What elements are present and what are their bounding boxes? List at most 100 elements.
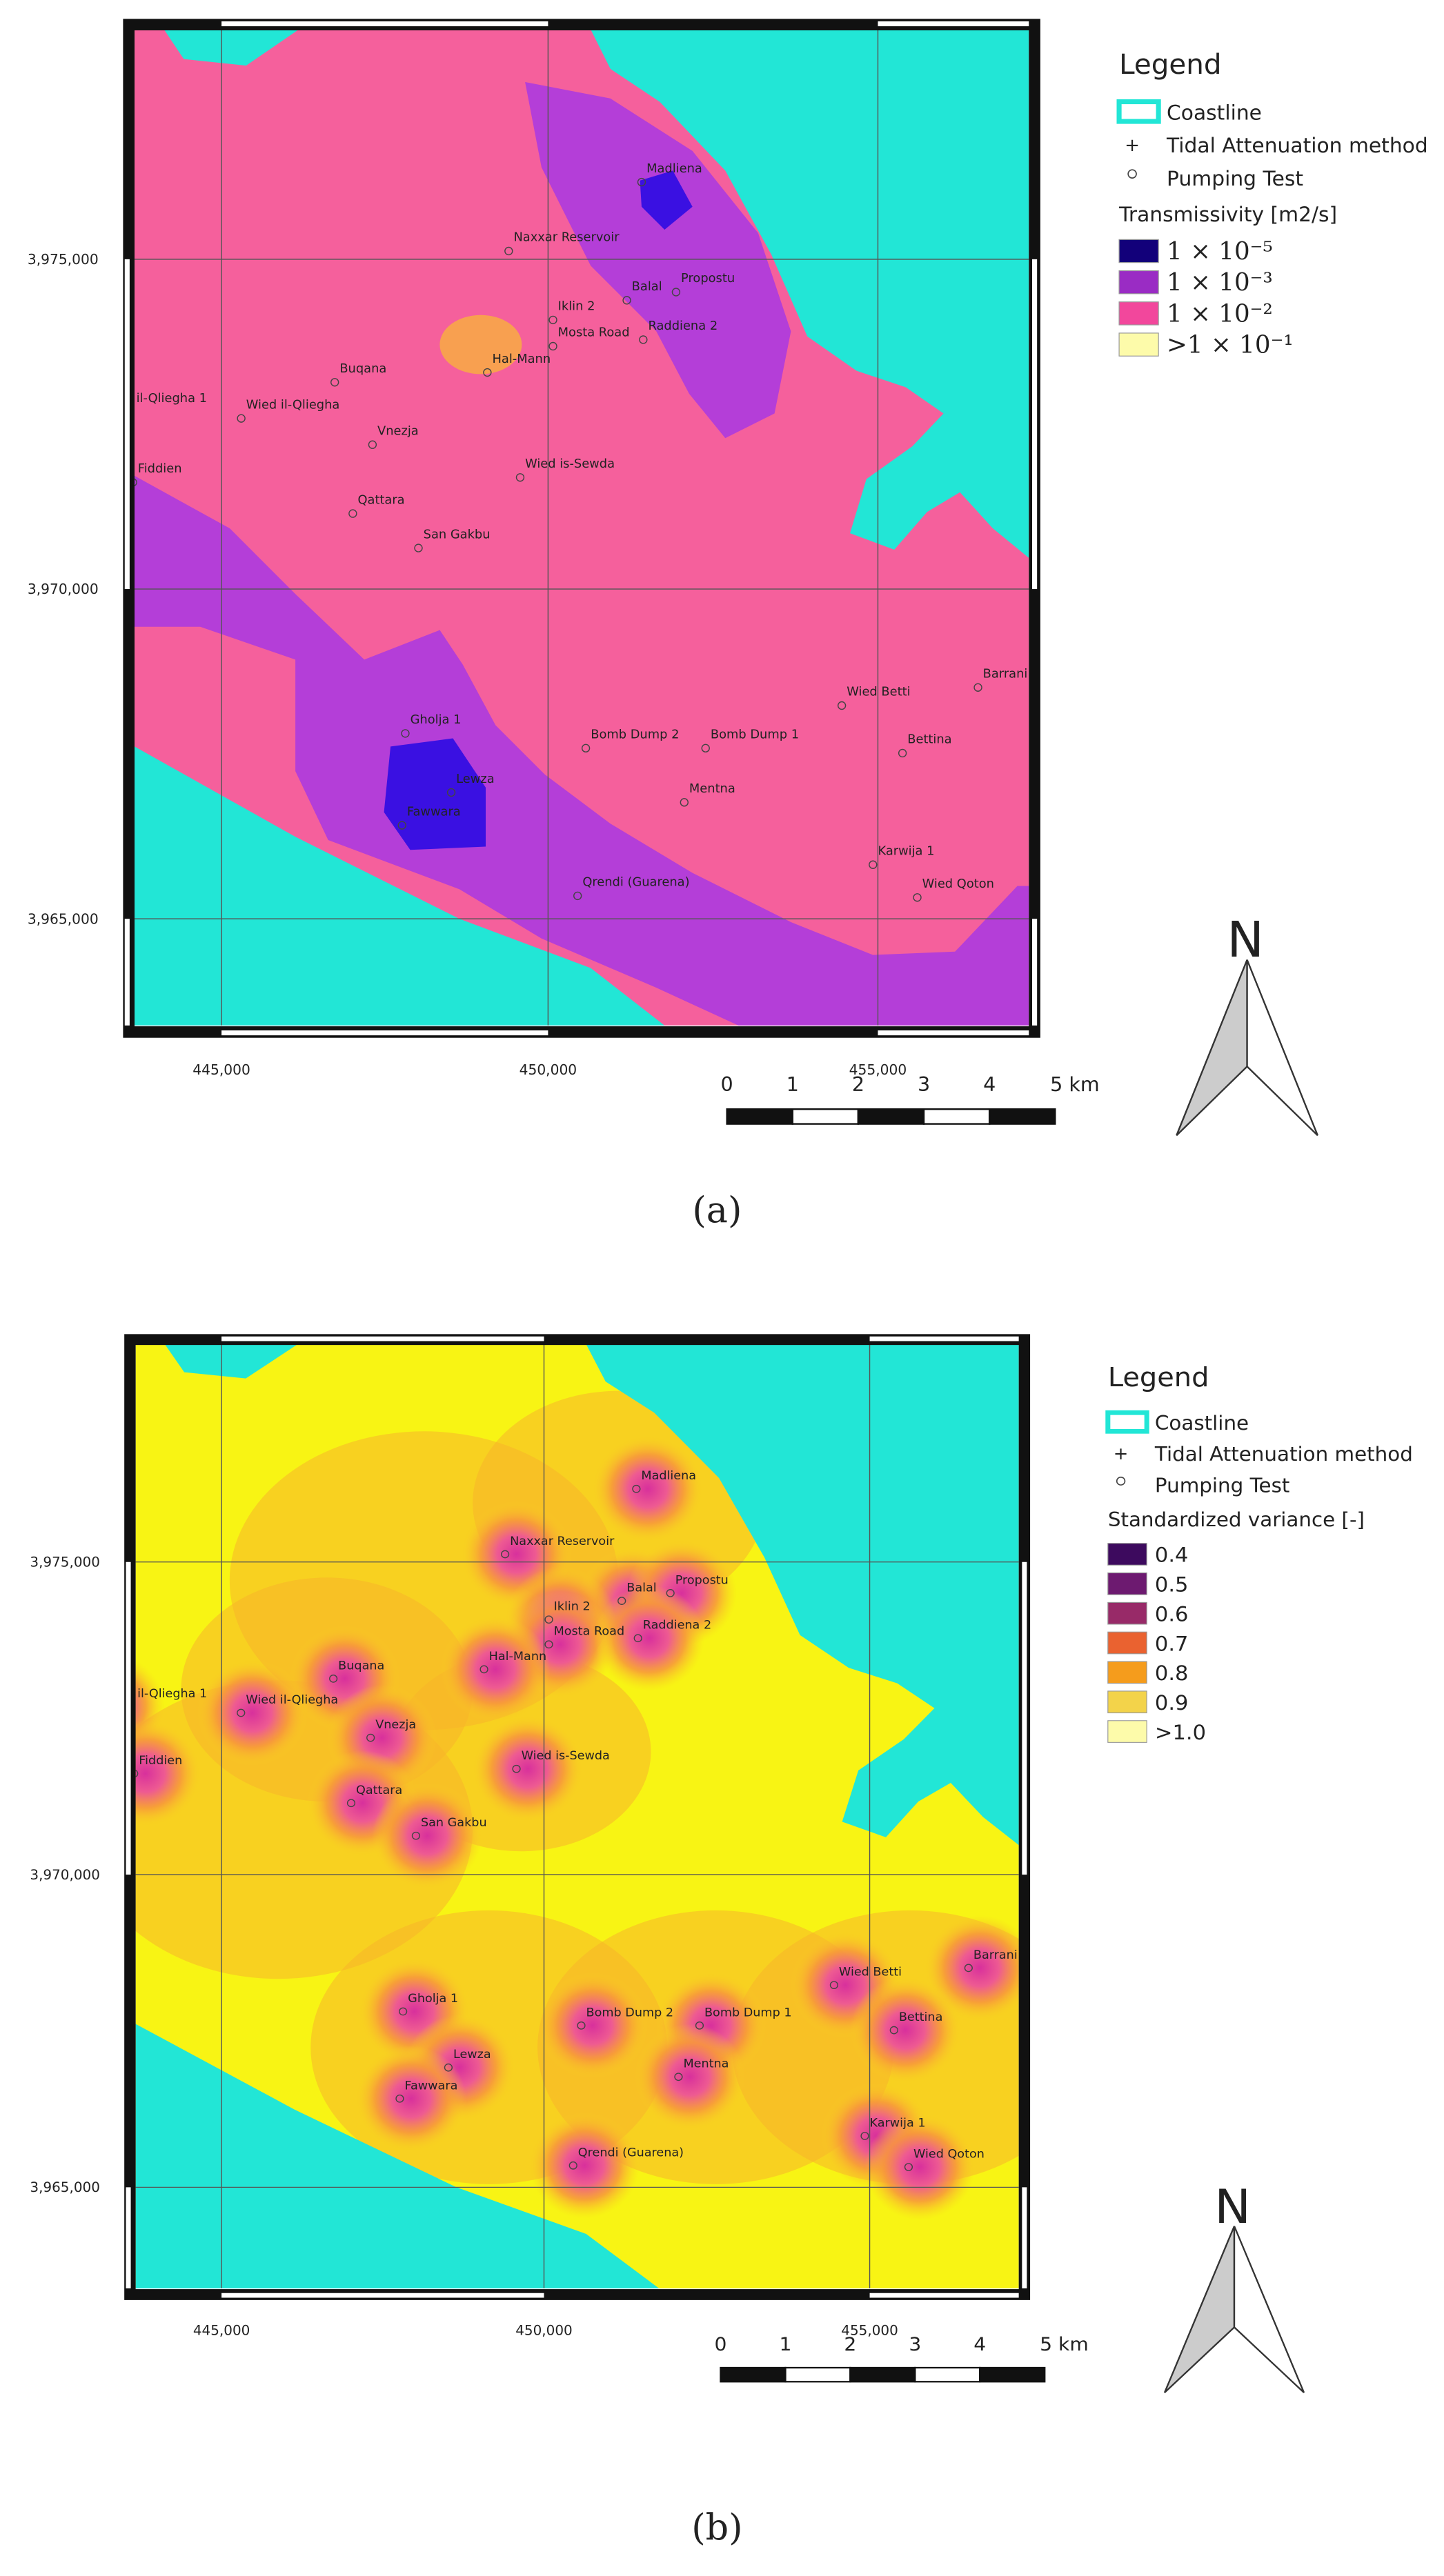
site-marker xyxy=(860,2132,869,2140)
site-marker xyxy=(548,341,557,351)
scale-segment xyxy=(791,1108,860,1125)
circle-symbol xyxy=(1116,1477,1126,1486)
place-label: Wied Betti xyxy=(847,685,910,699)
site-marker xyxy=(680,798,689,807)
legend-class: 0.7 xyxy=(1155,1633,1189,1656)
x-tick-label: 450,000 xyxy=(515,2323,573,2339)
place-label: Wied il-Qliegha 1 xyxy=(101,391,207,406)
place-label: Barrani xyxy=(983,667,1028,681)
y-tick-label: 3,970,000 xyxy=(28,581,99,597)
place-label: Buqana xyxy=(339,361,386,376)
legend-item: Coastline xyxy=(1155,1412,1249,1435)
place-label: Mentna xyxy=(689,781,735,796)
place-label: Karwija 1 xyxy=(870,2117,926,2130)
legend-class: 1 × 10⁻⁵ xyxy=(1167,237,1273,266)
site-marker xyxy=(548,315,557,325)
legend-class: 1 × 10⁻³ xyxy=(1167,268,1273,297)
place-label: Wied is-Sewda xyxy=(522,1749,610,1763)
scale-label: 4 xyxy=(983,1073,996,1096)
scale-label: 2 xyxy=(852,1073,864,1096)
place-label: Bomb Dump 1 xyxy=(704,2006,792,2020)
circle-symbol xyxy=(1127,169,1137,179)
site-marker xyxy=(695,2021,704,2030)
scale-segment xyxy=(849,2366,916,2383)
legend-class-title: Standardized variance [-] xyxy=(1108,1508,1365,1530)
site-marker xyxy=(95,1703,102,1710)
legend-title: Legend xyxy=(1108,1363,1209,1393)
place-label: Propostu xyxy=(675,1574,729,1588)
site-marker xyxy=(446,788,456,797)
site-marker xyxy=(397,821,406,830)
legend-swatch xyxy=(1118,239,1159,263)
place-label: Balal xyxy=(632,279,662,294)
frame-segment xyxy=(124,919,130,1026)
site-marker xyxy=(401,729,410,738)
panel-a: Madliena Naxxar Reservoir Balal Propostu Ikl… xyxy=(28,19,1428,1137)
site-marker xyxy=(573,891,582,901)
site-marker xyxy=(904,2163,913,2171)
site-marker xyxy=(869,860,878,869)
place-label: Hal-Mann xyxy=(493,352,551,366)
place-label: Bettina xyxy=(907,732,951,747)
site-marker xyxy=(544,1615,553,1624)
place-label: Karwija 1 xyxy=(878,843,934,858)
place-label: Wied is-Sewda xyxy=(525,457,615,471)
site-marker xyxy=(701,743,710,753)
north-arrow-right xyxy=(1233,2226,1305,2393)
variance-low xyxy=(850,1977,961,2084)
variance-low xyxy=(135,1720,201,1827)
frame-segment xyxy=(878,1030,1029,1036)
site-marker xyxy=(399,2007,408,2016)
scale-label: 3 xyxy=(918,1073,930,1096)
site-marker xyxy=(483,368,492,377)
legend-swatch xyxy=(1107,1690,1147,1714)
variance-low xyxy=(594,1585,704,1691)
scale-label: 5 km xyxy=(1040,2333,1089,2355)
place-label: Balal xyxy=(626,1581,656,1595)
variance-low xyxy=(592,1436,703,1542)
site-marker xyxy=(639,335,648,344)
site-marker xyxy=(889,2026,898,2035)
map: Madliena Naxxar Reservoir Balal Propostu Ikl… xyxy=(95,1344,1019,2288)
site-marker xyxy=(671,288,681,297)
frame-segment xyxy=(124,259,130,590)
place-label: San Gakbu xyxy=(421,1816,487,1830)
frame-segment xyxy=(1032,259,1038,590)
place-label: Qattara xyxy=(357,492,404,507)
site-marker xyxy=(368,440,377,449)
frame-segment xyxy=(126,1561,131,1875)
scale-label: 5 km xyxy=(1050,1073,1100,1096)
legend-title: Legend xyxy=(1119,48,1221,81)
place-label: Gholja 1 xyxy=(411,712,462,727)
frame-segment xyxy=(869,2293,1019,2298)
frame-segment xyxy=(126,2187,131,2288)
place-label: Fawwara xyxy=(407,804,461,819)
place-label: Qrendi (Guarena) xyxy=(578,2146,684,2160)
site-marker xyxy=(515,473,525,482)
place-label: Wied il-Qliegha xyxy=(246,1693,338,1707)
north-arrow-left xyxy=(1163,2226,1236,2393)
place-label: Iklin 2 xyxy=(558,299,595,314)
place-label: Mosta Road xyxy=(558,326,630,340)
legend-swatch xyxy=(1107,1631,1147,1655)
place-label: Mosta Road xyxy=(554,1625,625,1639)
place-label: Vnezja xyxy=(377,423,419,438)
place-label: Naxxar Reservoir xyxy=(513,230,620,245)
frame-segment xyxy=(1022,2187,1027,2288)
site-marker xyxy=(617,1597,626,1605)
legend-swatch xyxy=(1118,301,1159,326)
place-label: Wied Betti xyxy=(839,1966,902,1979)
legend-item: Tidal Attenuation method xyxy=(1166,134,1428,158)
place-label: Lewza xyxy=(453,2048,491,2061)
place-label: Fawwara xyxy=(404,2079,457,2093)
legend-item: Pumping Test xyxy=(1167,167,1303,191)
legend-class: 0.8 xyxy=(1155,1662,1189,1686)
site-marker xyxy=(411,1831,421,1840)
scale-segment xyxy=(988,1108,1056,1125)
legend-swatch xyxy=(1107,1601,1147,1625)
place-label: Madliena xyxy=(646,161,702,176)
site-marker xyxy=(568,2161,577,2170)
legend-class: 0.4 xyxy=(1155,1544,1189,1567)
place-label: Vnezja xyxy=(375,1718,416,1732)
scale-label: 0 xyxy=(721,1073,733,1096)
